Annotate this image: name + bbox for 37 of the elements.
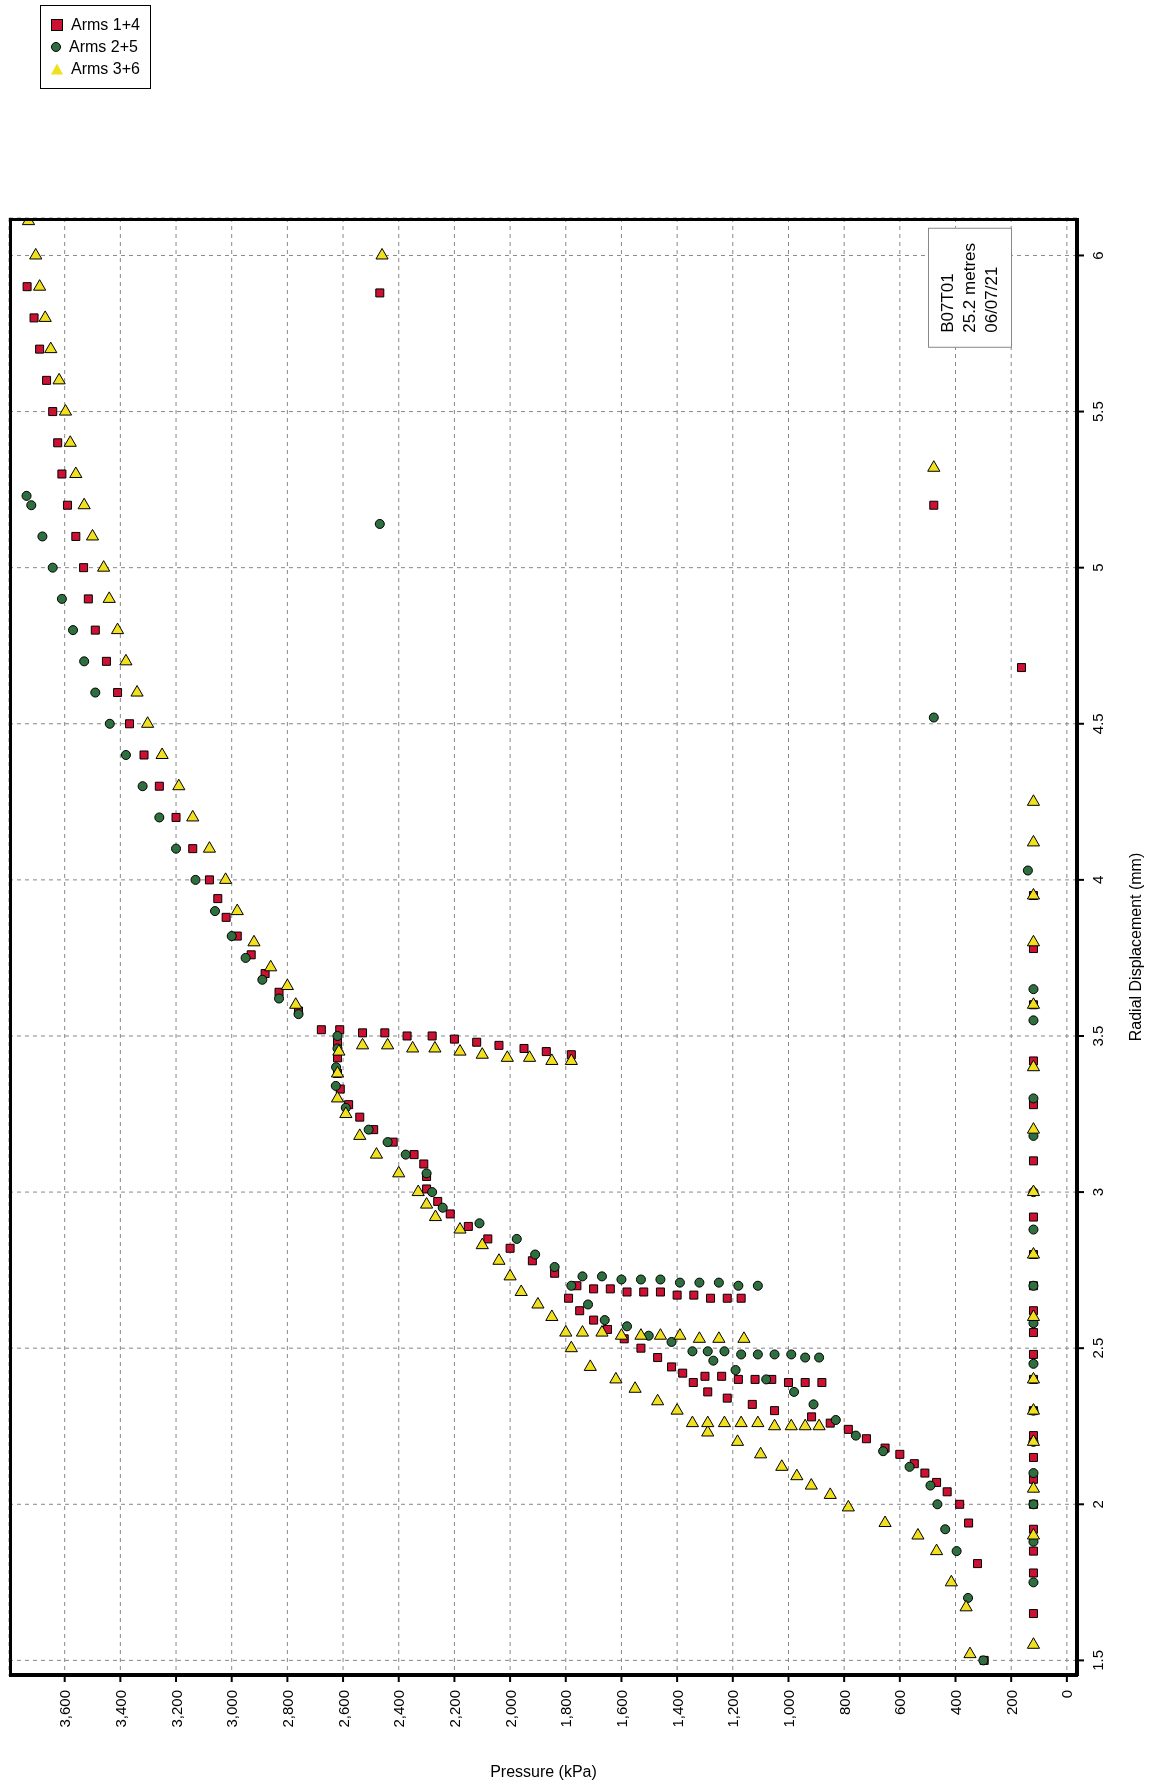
x-tick-label: 600 (891, 1690, 909, 1716)
annotation: 25.2 metres (959, 243, 980, 333)
y-tick-label: 4 (1089, 875, 1107, 885)
legend-label: Arms 3+6 (71, 60, 140, 78)
x-tick-label: 1,800 (557, 1690, 575, 1728)
y-tick-label: 5 (1089, 563, 1107, 572)
x-tick-label: 0 (1058, 1690, 1076, 1699)
x-tick-label: 2,000 (501, 1690, 519, 1728)
y-tick-label: 3.5 (1089, 1025, 1107, 1047)
x-tick-label: 2,400 (390, 1690, 408, 1728)
x-tick-label: 3,000 (223, 1690, 241, 1728)
x-axis-title: Pressure (kPa) (490, 1763, 597, 1780)
legend-label: Arms 2+5 (69, 38, 138, 56)
x-tick-label: 1,400 (668, 1690, 686, 1728)
x-tick-label: 1,200 (724, 1690, 742, 1728)
legend-label: Arms 1+4 (71, 16, 140, 34)
x-tick-label: 3,600 (56, 1690, 74, 1728)
x-tick-label: 3,400 (111, 1690, 129, 1728)
x-tick-label: 3,200 (167, 1690, 185, 1728)
x-tick-label: 2,600 (334, 1690, 352, 1728)
x-tick-label: 400 (947, 1690, 965, 1716)
y-tick-label: 1.5 (1089, 1649, 1107, 1671)
y-tick-label: 6 (1089, 251, 1107, 260)
y-tick-label: 5.5 (1089, 401, 1107, 422)
y-tick-label: 4.5 (1089, 713, 1107, 735)
x-tick-label: 2,200 (445, 1690, 463, 1728)
annotation: 06/07/21 (981, 265, 1002, 333)
y-tick-label: 2.5 (1089, 1337, 1107, 1359)
x-tick-label: 1,600 (612, 1690, 630, 1728)
y-axis-title: Radial Displacement (mm) (1126, 852, 1144, 1042)
y-tick-label: 3 (1089, 1187, 1107, 1197)
x-tick-label: 2,800 (278, 1690, 296, 1728)
x-tick-label: 800 (835, 1690, 853, 1716)
x-tick-label: 200 (1002, 1690, 1020, 1716)
annotation: B07T01 (937, 272, 958, 333)
x-tick-label: 1,000 (779, 1690, 797, 1728)
y-tick-label: 2 (1089, 1500, 1107, 1509)
